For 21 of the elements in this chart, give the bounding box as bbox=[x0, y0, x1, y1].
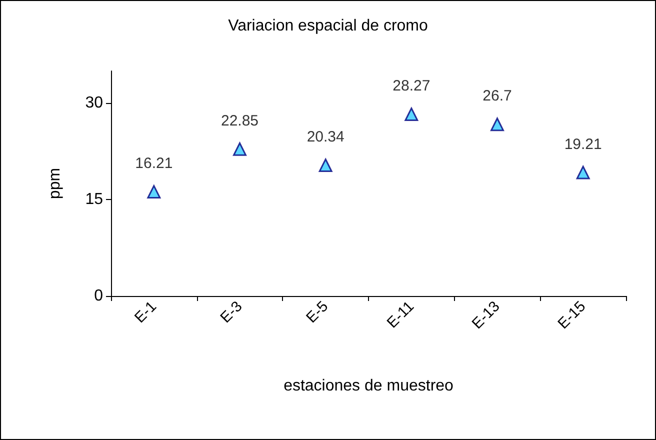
data-label: 26.7 bbox=[482, 88, 512, 105]
y-tick-label: 30 bbox=[85, 94, 104, 112]
x-tick-label: E-3 bbox=[217, 298, 246, 327]
point bbox=[490, 118, 504, 132]
y-tick-label: 15 bbox=[85, 191, 104, 208]
chart-title: Variacion espacial de cromo bbox=[228, 18, 428, 34]
data-label: 16.21 bbox=[135, 155, 173, 172]
x-tick-label: E-5 bbox=[303, 298, 332, 327]
x-axis-title: estaciones de muestreo bbox=[284, 378, 454, 394]
point bbox=[318, 158, 332, 172]
point bbox=[147, 185, 161, 199]
point bbox=[233, 142, 246, 156]
point bbox=[404, 108, 418, 122]
x-tick-label: E-1 bbox=[131, 298, 160, 327]
y-tick-label: 0 bbox=[94, 288, 104, 304]
y-axis-title: ppm bbox=[46, 168, 64, 200]
point bbox=[576, 166, 590, 180]
data-label: 19.21 bbox=[564, 136, 602, 153]
data-label: 20.34 bbox=[306, 128, 344, 146]
data-label: 22.85 bbox=[220, 112, 259, 130]
data-label: 28.27 bbox=[392, 78, 430, 95]
